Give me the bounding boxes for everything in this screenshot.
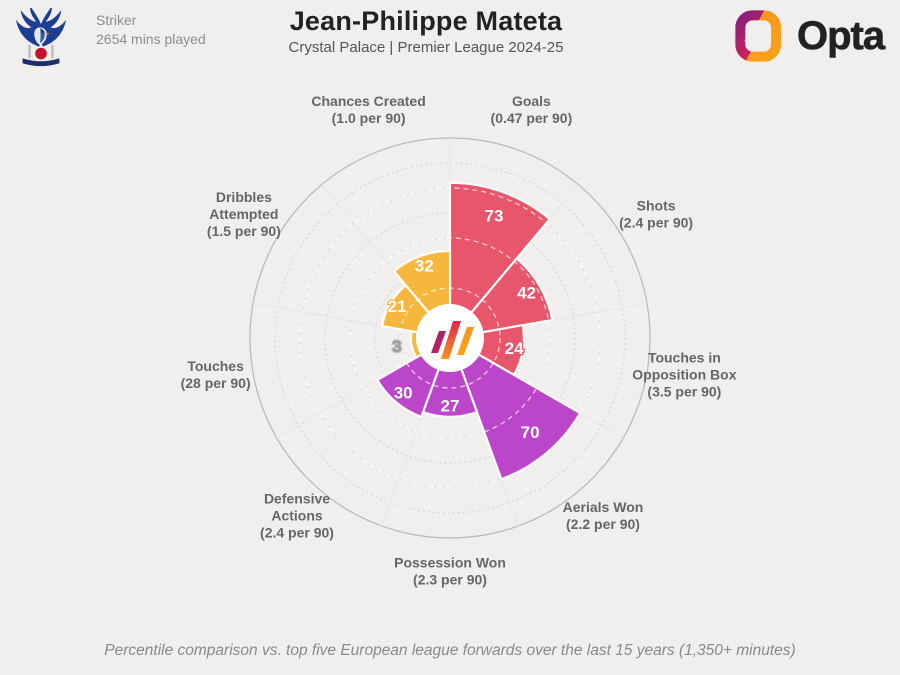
svg-text:42: 42 <box>517 283 536 302</box>
svg-text:3: 3 <box>392 337 401 356</box>
svg-text:Chances Created(1.0 per 90): Chances Created (1.0 per 90) <box>311 93 425 126</box>
svg-text:Shots(2.4 per 90): Shots (2.4 per 90) <box>619 198 693 231</box>
svg-text:21: 21 <box>388 297 407 316</box>
svg-text:73: 73 <box>484 207 503 226</box>
svg-text:Aerials Won(2.2 per 90): Aerials Won (2.2 per 90) <box>563 499 644 532</box>
svg-text:27: 27 <box>441 396 460 415</box>
svg-text:Goals(0.47 per 90): Goals (0.47 per 90) <box>491 93 573 126</box>
svg-text:32: 32 <box>415 257 434 276</box>
svg-text:Possession Won(2.3 per 90): Possession Won (2.3 per 90) <box>394 555 506 588</box>
svg-text:70: 70 <box>521 423 540 442</box>
svg-text:24: 24 <box>505 339 524 358</box>
svg-text:Touches(28 per 90): Touches (28 per 90) <box>181 358 251 391</box>
svg-text:30: 30 <box>394 383 413 402</box>
